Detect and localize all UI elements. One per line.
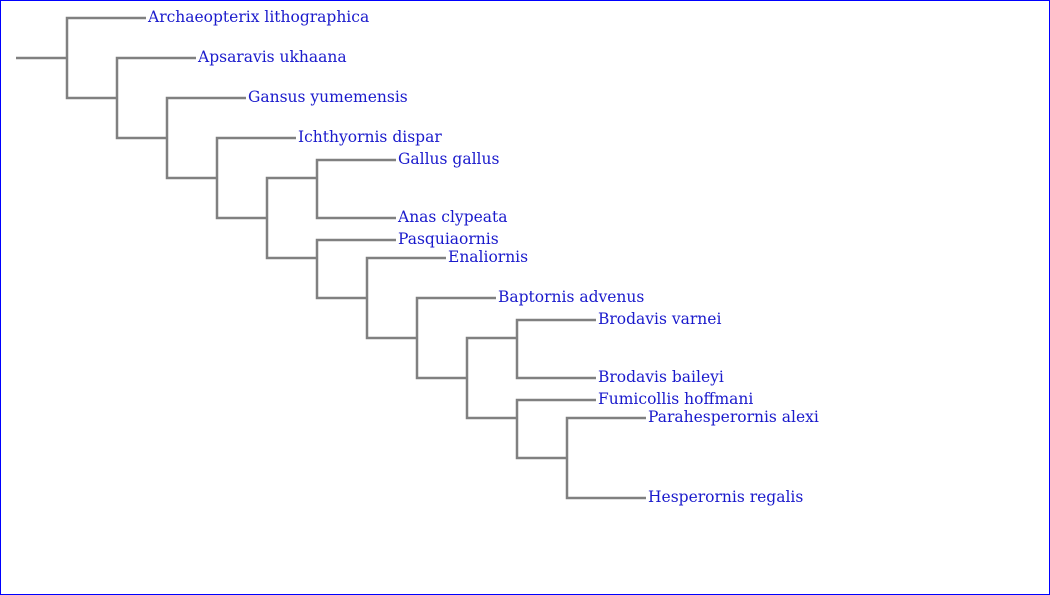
branch-clade-neornithes-hesperornithes	[215, 178, 267, 220]
branch-clade-ichthyornis	[165, 138, 217, 180]
taxon-label-baptornis: Baptornis advenus	[498, 288, 644, 306]
branch-clade-gansus	[115, 98, 167, 140]
taxon-label-hesperornis: Hesperornis regalis	[648, 488, 803, 506]
branch-gansus	[165, 96, 246, 138]
taxon-label-gallus: Gallus gallus	[398, 150, 499, 168]
branch-brodavis-varnei	[515, 318, 596, 338]
taxon-label-gansus: Gansus yumemensis	[248, 88, 408, 106]
taxon-label-parahesperornis: Parahesperornis alexi	[648, 408, 819, 426]
branch-clade-enaliornis	[315, 258, 367, 300]
branch-hesperornis	[565, 458, 646, 500]
branch-gallus	[315, 158, 396, 178]
taxon-label-apsaravis: Apsaravis ukhaana	[197, 48, 347, 66]
branch-apsaravis	[115, 56, 196, 98]
branch-pasquiaornis	[315, 238, 396, 258]
branch-clade-baptornis	[365, 298, 417, 340]
taxon-label-ichthyornis: Ichthyornis dispar	[298, 128, 442, 146]
branch-baptornis	[415, 296, 496, 338]
branch-brodavis-baileyi	[515, 338, 596, 380]
taxon-label-archaeopterix: Archaeopterix lithographica	[147, 8, 369, 26]
branch-enaliornis	[365, 256, 446, 298]
branch-archaeopterix	[65, 16, 146, 58]
taxon-label-fumicollis: Fumicollis hoffmani	[598, 390, 753, 408]
branch-fumicollis	[515, 398, 596, 418]
taxon-label-brodavis-baileyi: Brodavis baileyi	[598, 368, 724, 386]
branch-clade-brodavis-hesperornis	[415, 338, 467, 380]
taxon-label-pasquiaornis: Pasquiaornis	[398, 230, 499, 248]
taxon-label-enaliornis: Enaliornis	[448, 248, 528, 266]
branch-clade-brodavis	[465, 336, 517, 378]
branch-clade-fumicollis	[465, 378, 517, 420]
taxon-label-anas: Anas clypeata	[397, 208, 508, 226]
branches	[16, 16, 646, 500]
branch-clade-neornithes	[265, 176, 317, 218]
branch-clade-hesperornithidae	[515, 418, 567, 460]
branch-clade-hesperornithes	[265, 218, 317, 260]
taxon-label-brodavis-varnei: Brodavis varnei	[598, 310, 721, 328]
branch-clade-apsaravis	[65, 58, 117, 100]
taxon-labels: Archaeopterix lithographica Apsaravis uk…	[147, 8, 819, 506]
branch-parahesperornis	[565, 416, 646, 458]
branch-ichthyornis	[215, 136, 296, 178]
branch-anas	[315, 178, 396, 220]
